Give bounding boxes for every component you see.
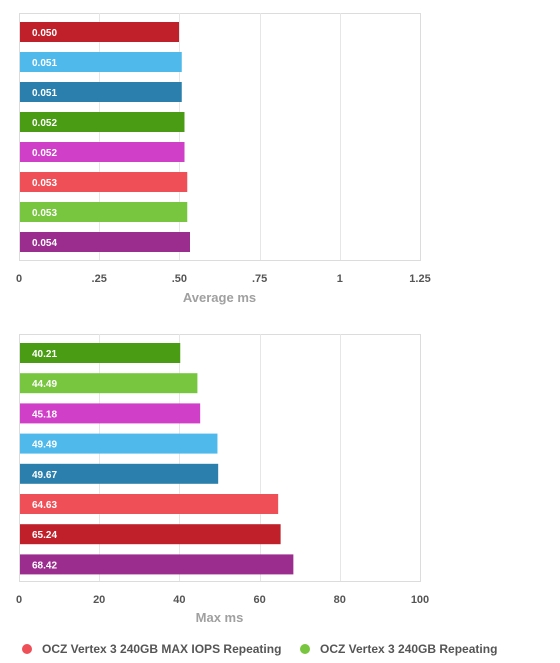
max-bar-value-label: 44.49: [32, 379, 57, 390]
max-bar: [20, 494, 279, 514]
average-bar-value-label: 0.053: [32, 178, 57, 189]
max-bar: [20, 554, 294, 575]
average-bar: [20, 52, 182, 72]
average-bar: [20, 172, 188, 192]
legend-item-vertex3-max-iops: OCZ Vertex 3 240GB MAX IOPS Repeating: [22, 640, 281, 658]
average-bar: [20, 82, 182, 102]
average-bar: [20, 112, 185, 132]
legend-dot-icon: [300, 644, 310, 654]
max-bar: [20, 463, 219, 484]
average-bar: [20, 22, 179, 42]
max-bar-value-label: 64.63: [32, 500, 57, 511]
average-bar: [20, 232, 190, 252]
max-axis-title: Max ms: [196, 610, 244, 625]
max-tick-label: 0: [16, 594, 22, 606]
average-tick-label: .50: [172, 273, 187, 285]
max-bar-value-label: 40.21: [32, 349, 57, 360]
average-bar: [20, 142, 185, 162]
max-tick-label: 20: [93, 594, 105, 606]
average-tick-label: .75: [252, 273, 267, 285]
max-bar: [20, 403, 201, 424]
average-bar-value-label: 0.051: [32, 88, 57, 99]
legend-dot-icon: [22, 644, 32, 654]
max-tick-label: 100: [411, 594, 429, 606]
max-plot-area: [19, 334, 421, 582]
max-tick-label: 60: [253, 594, 265, 606]
average-bar-value-label: 0.054: [32, 238, 57, 249]
legend-item-vertex3: OCZ Vertex 3 240GB Repeating: [300, 640, 497, 658]
legend-label: OCZ Vertex 3 240GB Repeating: [320, 642, 498, 656]
average-bar-value-label: 0.052: [32, 118, 57, 129]
average-plot-area: [19, 13, 421, 261]
average-tick-label: 1.25: [409, 273, 430, 285]
max-bar: [20, 524, 281, 545]
max-bar-value-label: 45.18: [32, 409, 57, 420]
average-bar: [20, 202, 188, 222]
average-bar-value-label: 0.053: [32, 208, 57, 219]
max-bar-value-label: 65.24: [32, 530, 57, 541]
max-tick-label: 80: [334, 594, 346, 606]
average-bar-value-label: 0.051: [32, 58, 57, 69]
max-bar: [20, 343, 181, 363]
max-bar-value-label: 49.49: [32, 440, 57, 451]
max-bar: [20, 433, 218, 454]
average-bar-value-label: 0.050: [32, 28, 57, 39]
average-tick-label: 1: [337, 273, 343, 285]
max-bar-value-label: 49.67: [32, 470, 57, 481]
average-axis-title: Average ms: [183, 290, 256, 305]
legend-label: OCZ Vertex 3 240GB MAX IOPS Repeating: [42, 642, 282, 656]
average-tick-label: 0: [16, 273, 22, 285]
max-tick-label: 40: [173, 594, 185, 606]
max-bar: [20, 373, 198, 394]
average-bar-value-label: 0.052: [32, 148, 57, 159]
average-tick-label: .25: [92, 273, 107, 285]
max-bar-value-label: 68.42: [32, 560, 57, 571]
